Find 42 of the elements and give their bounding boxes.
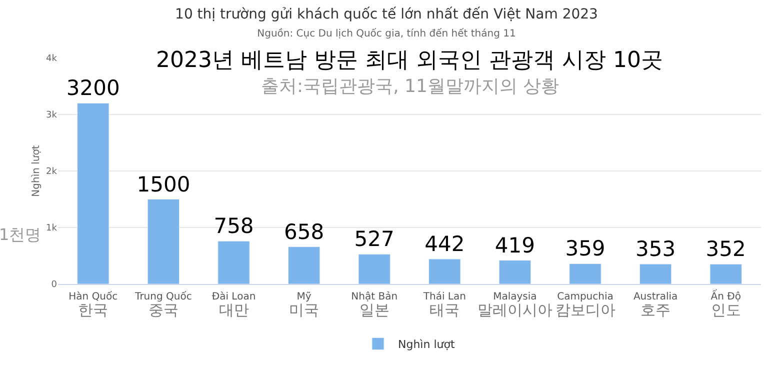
y-tick-label: 2k: [46, 167, 58, 178]
x-tick-label: Campuchia 캄보디아: [555, 291, 616, 319]
bar: [288, 246, 320, 284]
x-tick-label: Trung Quốc 중국: [134, 290, 192, 319]
data-label: 352: [706, 237, 746, 262]
legend-label: Nghìn lượt: [398, 338, 456, 351]
data-label: 758: [214, 214, 254, 238]
y-axis-title: Nghìn lượt: [31, 145, 42, 197]
x-tick-label: Mỹ 미국: [289, 291, 320, 319]
data-label: 359: [565, 236, 606, 261]
x-tick-label: Thái Lan 태국: [422, 291, 466, 319]
y-tick-label: 1k: [46, 224, 58, 234]
data-label: 1500: [136, 172, 190, 196]
y-tick-label: 0: [51, 280, 58, 290]
bar: [498, 260, 532, 284]
data-label: 658: [284, 220, 324, 244]
x-tick-label: Australia 호주: [633, 291, 678, 319]
y-tick-label: 3k: [46, 110, 58, 121]
data-label: 353: [636, 237, 676, 262]
annotation: 2023년 베트남 방문 최대 외국인 관광객 시장 10곳: [156, 48, 663, 73]
annotation: 출처:국립관광국, 11월말까지의 상황: [261, 76, 560, 97]
x-tick-label: Hàn Quốc 한국: [68, 290, 118, 319]
x-tick-label: Đài Loan 대만: [212, 291, 256, 319]
bar: [77, 102, 110, 284]
bar: [710, 264, 742, 284]
chart-subtitle: Nguồn: Cục Du lịch Quốc gia, tính đến hết tháng 11: [257, 28, 516, 40]
bar: [358, 254, 390, 284]
bar: [569, 263, 602, 284]
x-tick-label: Ấn Độ 인도: [710, 288, 741, 319]
data-label: 419: [494, 233, 535, 258]
data-label: 3200: [66, 76, 120, 100]
bar: [428, 258, 461, 284]
data-label: 442: [424, 232, 465, 256]
y-tick-label: 4k: [46, 54, 58, 64]
bar: [639, 264, 672, 284]
bar: [218, 240, 250, 284]
data-label: 527: [354, 227, 394, 252]
text: 1천명: [0, 225, 42, 244]
x-tick-label: Malaysia 말레이시아: [477, 291, 552, 319]
chart-title: 10 thị trường gửi khách quốc tế lớn nhất đến Việt Nam 2023: [175, 6, 598, 22]
x-tick-label: Nhật Bản 일본: [351, 290, 398, 319]
bar: [147, 199, 180, 284]
